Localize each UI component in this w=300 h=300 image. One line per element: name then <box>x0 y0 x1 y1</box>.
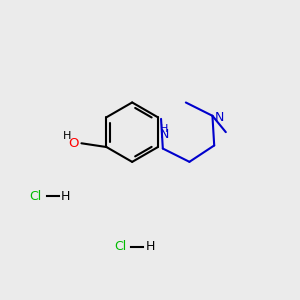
Text: H: H <box>160 124 169 134</box>
Text: H: H <box>61 190 70 202</box>
Text: Cl: Cl <box>114 240 127 253</box>
Text: N: N <box>215 111 224 124</box>
Text: H: H <box>146 240 155 253</box>
Text: O: O <box>69 137 79 150</box>
Text: N: N <box>160 128 169 141</box>
Text: H: H <box>63 131 71 141</box>
Text: Cl: Cl <box>30 190 42 202</box>
